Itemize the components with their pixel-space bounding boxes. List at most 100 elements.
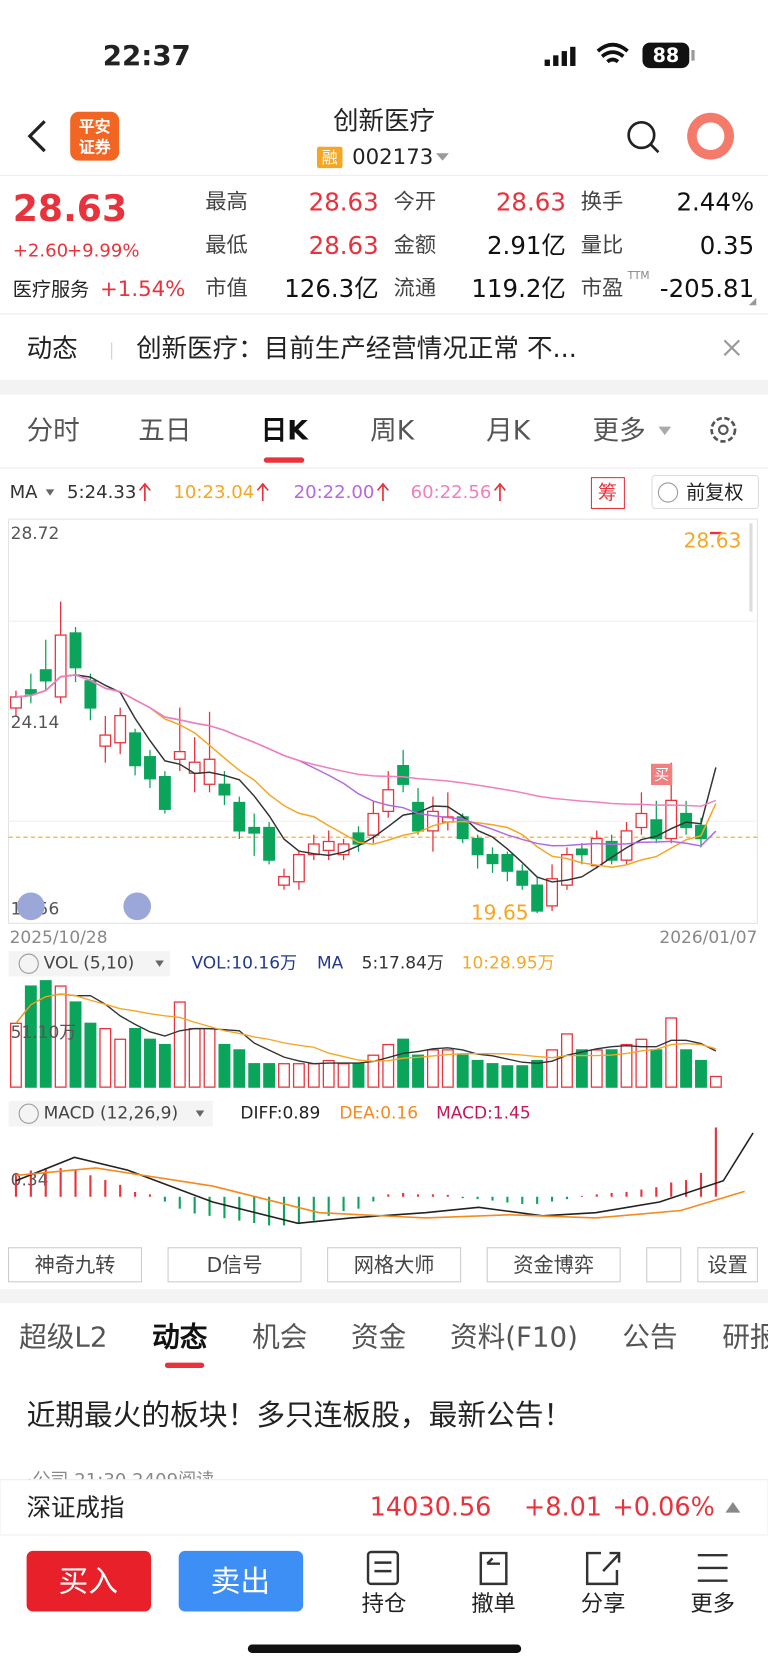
- stat-label: 量比: [581, 233, 624, 258]
- tool-button[interactable]: [646, 1247, 682, 1283]
- y-tick-label: 28.72: [11, 524, 60, 544]
- stat-label: 换手: [581, 190, 624, 215]
- ma-line: [15, 674, 717, 868]
- index-pct: +0.06%: [612, 1492, 714, 1522]
- low-price-label: 19.65: [471, 901, 529, 925]
- status-time: 22:37: [103, 39, 191, 72]
- volume-bar: [561, 1033, 573, 1088]
- fullscreen-button[interactable]: [123, 892, 152, 921]
- volume-bar: [486, 1063, 499, 1088]
- period-tab[interactable]: 周K: [370, 415, 415, 446]
- period-tab[interactable]: 五日: [138, 415, 191, 446]
- section-tab[interactable]: 资料(F10): [450, 1321, 578, 1354]
- volume-bar: [441, 1049, 454, 1088]
- vol-ma-line: [15, 993, 717, 1062]
- stat-label: 最低: [205, 233, 248, 258]
- section-tab[interactable]: 机会: [252, 1321, 307, 1354]
- settings-button[interactable]: [710, 416, 737, 443]
- section-tab[interactable]: 公告: [622, 1321, 677, 1354]
- vol-legend: 10:28.95万: [462, 954, 555, 974]
- volume-bar: [322, 1059, 335, 1088]
- index-name: 深证成指: [27, 1493, 125, 1522]
- adjust-label: 前复权: [686, 481, 743, 504]
- section-tab[interactable]: 资金: [351, 1321, 406, 1354]
- volume-bar: [412, 1054, 424, 1088]
- article-title[interactable]: 近期最火的板块！多只连板股，最新公告！: [27, 1398, 573, 1432]
- candle-body: [69, 632, 82, 669]
- dif-line: [15, 1132, 754, 1225]
- gap: [0, 379, 768, 395]
- volume-bar: [695, 1059, 707, 1088]
- candle-body: [158, 776, 171, 810]
- tool-button[interactable]: [167, 1247, 302, 1283]
- candle-body: [531, 884, 544, 912]
- buy-button[interactable]: [26, 1550, 152, 1612]
- volume-bar: [278, 1063, 290, 1088]
- candle-body: [561, 853, 573, 886]
- start-date: 2025/10/28: [10, 928, 108, 948]
- volume-bar: [39, 980, 52, 1088]
- up-arrow: [376, 482, 389, 502]
- period-tab[interactable]: 日K: [261, 415, 310, 446]
- stat-sup: TTM: [627, 269, 650, 282]
- adjust-button[interactable]: [651, 474, 759, 510]
- stat-label: 市值: [205, 276, 248, 301]
- sell-button[interactable]: [178, 1550, 304, 1612]
- volume-bar: [158, 1043, 171, 1088]
- period-tab[interactable]: 更多: [592, 415, 645, 446]
- tool-button[interactable]: [486, 1247, 621, 1283]
- chip-label: 筹: [598, 481, 617, 504]
- volume-bar: [263, 1063, 276, 1088]
- info-icon: [657, 482, 679, 503]
- price-pct: +9.99%: [67, 241, 140, 262]
- tool-button[interactable]: [697, 1247, 758, 1283]
- volume-bar: [24, 985, 37, 1088]
- action-label[interactable]: 持仓: [362, 1591, 407, 1617]
- search-button[interactable]: [627, 121, 660, 154]
- candle-body: [129, 732, 142, 767]
- volume-bar: [69, 1001, 82, 1088]
- vol-legend: MA: [317, 954, 344, 974]
- news-label: 动态: [27, 334, 78, 364]
- volume-bar: [367, 1054, 380, 1088]
- action-label[interactable]: 更多: [690, 1591, 735, 1617]
- index-bar[interactable]: [0, 1479, 768, 1536]
- action-icons: [366, 1550, 728, 1586]
- volume-bar: [382, 1043, 395, 1088]
- chip-button[interactable]: [590, 477, 625, 510]
- action-label[interactable]: 分享: [581, 1591, 626, 1617]
- home-indicator: [247, 1644, 522, 1654]
- candle-body: [471, 837, 484, 856]
- candle-body: [516, 870, 529, 886]
- stat-value: 28.63: [309, 188, 379, 217]
- candle-body: [575, 848, 588, 856]
- candle-body: [39, 669, 52, 682]
- stat-label: 流通: [394, 276, 437, 301]
- period-tab[interactable]: 分时: [27, 415, 80, 446]
- period-tab[interactable]: 月K: [486, 415, 531, 446]
- ma-line: [15, 674, 717, 807]
- ma-value: 60:22.56: [411, 482, 492, 503]
- section-tab[interactable]: 研报: [722, 1321, 768, 1354]
- section-tab[interactable]: 动态: [152, 1321, 208, 1354]
- back-button[interactable]: [27, 120, 46, 153]
- expand-button[interactable]: [17, 892, 45, 921]
- close-button[interactable]: [723, 339, 741, 357]
- candle-body: [144, 756, 156, 780]
- wifi-icon: [596, 42, 629, 64]
- buy-mark-bg: [650, 763, 673, 786]
- tool-button[interactable]: [7, 1247, 143, 1283]
- volume-bar: [173, 1001, 186, 1088]
- section-tab[interactable]: 超级L2: [19, 1321, 107, 1354]
- volume-bar: [188, 1027, 201, 1088]
- candle-body: [665, 799, 678, 840]
- volume-bar: [233, 1049, 246, 1088]
- stat-value: 126.3亿: [284, 274, 378, 303]
- news-text[interactable]: 创新医疗：目前生产经营情况正常 不...: [136, 334, 577, 364]
- candle-body: [367, 812, 380, 836]
- candle-body: [278, 876, 290, 886]
- vol-title: VOL (5,10): [44, 954, 135, 974]
- tool-button[interactable]: [327, 1247, 462, 1283]
- battery-tip: [691, 50, 695, 61]
- action-label[interactable]: 撤单: [471, 1591, 516, 1617]
